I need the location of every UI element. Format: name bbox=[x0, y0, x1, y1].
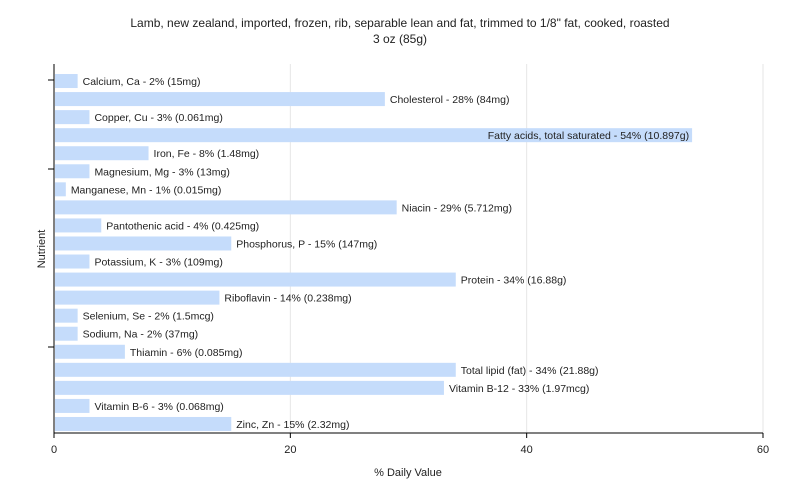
bar-label: Zinc, Zn - 15% (2.32mg) bbox=[236, 419, 349, 431]
bar-label: Vitamin B-6 - 3% (0.068mg) bbox=[94, 401, 223, 413]
bar bbox=[55, 74, 78, 89]
x-tick-label: 20 bbox=[284, 444, 296, 456]
chart-title: Lamb, new zealand, imported, frozen, rib… bbox=[0, 15, 800, 47]
bar-label: Selenium, Se - 2% (1.5mcg) bbox=[83, 311, 214, 323]
bar-label: Riboflavin - 14% (0.238mg) bbox=[224, 293, 351, 305]
bar-label: Copper, Cu - 3% (0.061mg) bbox=[94, 112, 222, 124]
bar-label: Vitamin B-12 - 33% (1.97mcg) bbox=[449, 383, 589, 395]
x-tick-label: 0 bbox=[51, 444, 57, 456]
bar-label: Sodium, Na - 2% (37mg) bbox=[83, 329, 199, 341]
x-tick-label: 40 bbox=[521, 444, 533, 456]
bar-label: Fatty acids, total saturated - 54% (10.8… bbox=[488, 130, 689, 142]
bar bbox=[55, 182, 66, 197]
bar bbox=[55, 308, 78, 323]
bar bbox=[55, 380, 444, 395]
bar-label: Potassium, K - 3% (109mg) bbox=[94, 257, 222, 269]
bar bbox=[55, 344, 125, 359]
bar bbox=[55, 398, 90, 413]
x-tick-label: 60 bbox=[757, 444, 769, 456]
x-axis-ticks: 0 20 40 60 bbox=[51, 433, 769, 456]
bar bbox=[55, 416, 232, 431]
bar-label: Calcium, Ca - 2% (15mg) bbox=[83, 76, 201, 88]
bar-label: Pantothenic acid - 4% (0.425mg) bbox=[106, 220, 259, 232]
chart-title-line-1: Lamb, new zealand, imported, frozen, rib… bbox=[130, 16, 670, 30]
bar bbox=[55, 362, 456, 377]
bars: Calcium, Ca - 2% (15mg) Cholesterol - 28%… bbox=[55, 74, 693, 431]
axes bbox=[48, 64, 763, 434]
bar bbox=[55, 164, 90, 179]
bar bbox=[55, 290, 220, 305]
bar bbox=[55, 254, 90, 269]
bar bbox=[55, 146, 149, 161]
bar-label: Niacin - 29% (5.712mg) bbox=[402, 202, 512, 214]
bar bbox=[55, 128, 693, 143]
bar bbox=[55, 218, 102, 233]
bar-label: Protein - 34% (16.88g) bbox=[461, 275, 567, 287]
bar bbox=[55, 326, 78, 341]
bar bbox=[55, 200, 397, 215]
bar-label: Iron, Fe - 8% (1.48mg) bbox=[154, 148, 260, 160]
bar-label: Total lipid (fat) - 34% (21.88g) bbox=[461, 365, 599, 377]
bar-label: Manganese, Mn - 1% (0.015mg) bbox=[71, 184, 222, 196]
bar bbox=[55, 92, 385, 107]
bar-label: Phosphorus, P - 15% (147mg) bbox=[236, 238, 377, 250]
bar bbox=[55, 272, 456, 287]
y-axis-title: Nutrient bbox=[36, 230, 48, 269]
x-axis-title: % Daily Value bbox=[374, 467, 442, 479]
bar-label: Thiamin - 6% (0.085mg) bbox=[130, 347, 243, 359]
bar-label: Cholesterol - 28% (84mg) bbox=[390, 94, 510, 106]
bar bbox=[55, 236, 232, 251]
chart-title-line-2: 3 oz (85g) bbox=[372, 32, 428, 46]
bar bbox=[55, 110, 90, 125]
bar-label: Magnesium, Mg - 3% (13mg) bbox=[94, 166, 229, 178]
